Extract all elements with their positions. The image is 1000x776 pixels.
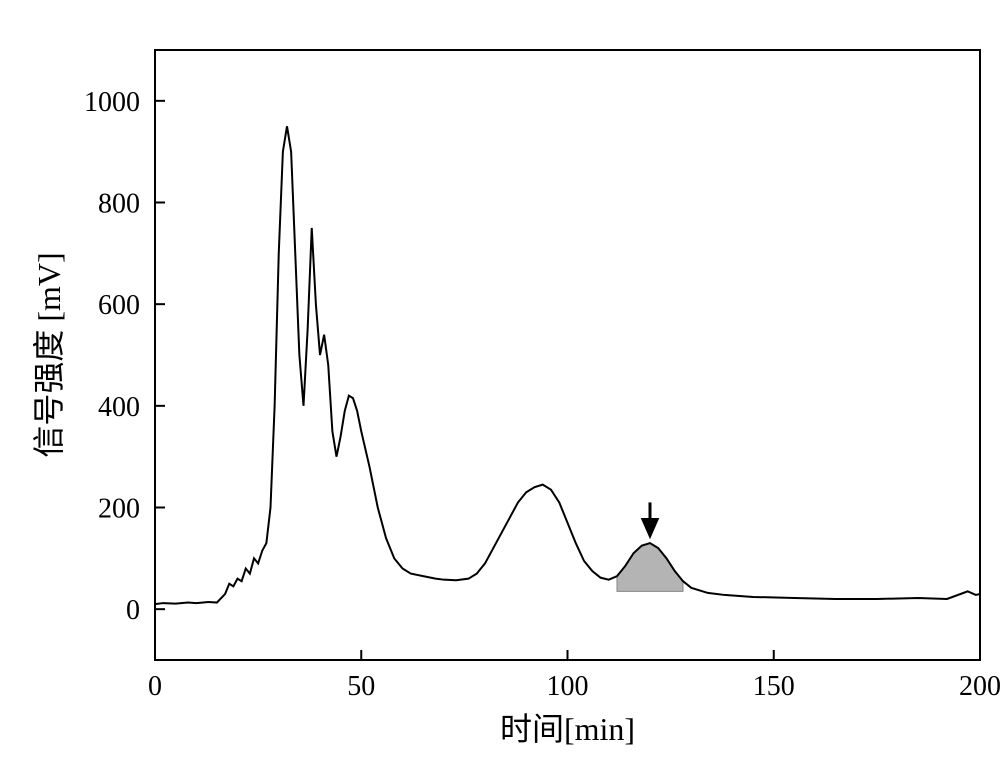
chart-svg: 0 50 100 150 200 0 200 400 600 800 1000 时间[min] 信号强度…: [20, 20, 1000, 756]
y-tick-label: 400: [98, 392, 140, 423]
y-tick-label: 600: [98, 290, 140, 321]
x-tick-label: 50: [347, 671, 375, 702]
y-tick-label: 1000: [84, 87, 140, 118]
x-axis-label: 时间[min]: [500, 711, 635, 747]
x-tick-label: 0: [148, 671, 162, 702]
peak-arrow-head-icon: [643, 519, 657, 535]
y-tick-label: 0: [126, 595, 140, 626]
x-tick-label: 100: [547, 671, 589, 702]
y-tick-label: 200: [98, 494, 140, 525]
y-axis-label: 信号强度 [mV]: [31, 252, 67, 457]
x-tick-label: 150: [753, 671, 795, 702]
chromatogram-trace: [155, 126, 980, 604]
chromatogram-chart: 0 50 100 150 200 0 200 400 600 800 1000 时间[min] 信号强度…: [20, 20, 1000, 756]
x-tick-label: 200: [959, 671, 1000, 702]
y-tick-label: 800: [98, 189, 140, 220]
